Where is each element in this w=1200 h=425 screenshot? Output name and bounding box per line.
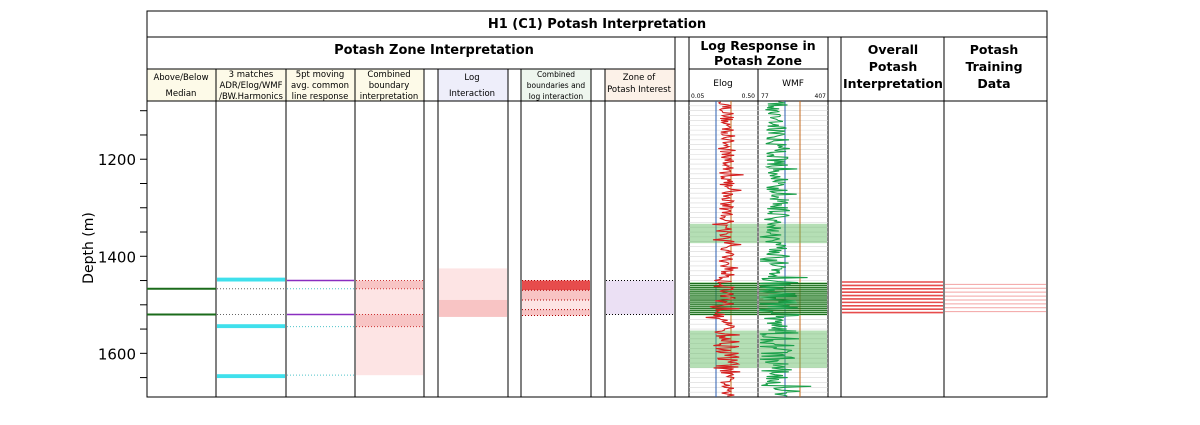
track-header-bg-1 — [216, 69, 286, 101]
y-tick-label-1600: 1600 — [98, 345, 136, 363]
log-track-min-elog: 0.05 — [691, 93, 705, 100]
track-header-combined-boundary: Combined boundary interpretation — [360, 70, 419, 102]
svg-text:interpretation: interpretation — [360, 92, 419, 102]
zone-of-interest — [606, 280, 674, 315]
three-match-band-0 — [217, 277, 285, 282]
track-header-bg-3 — [355, 69, 424, 101]
svg-text:/BW.Harmonics: /BW.Harmonics — [219, 92, 283, 102]
wmf-curve — [759, 101, 812, 397]
svg-text:Log: Log — [464, 73, 479, 83]
track-header-bg-6 — [605, 69, 675, 101]
group-header-potash-zone-interpretation: Potash Zone Interpretation — [334, 43, 534, 58]
panel-title: H1 (C1) Potash Interpretation — [488, 17, 706, 32]
y-tick-label-1200: 1200 — [98, 151, 136, 169]
elog-curve — [705, 101, 744, 397]
log-track-label-wmf: WMF — [782, 79, 804, 89]
y-axis-label: Depth (m) — [81, 212, 97, 284]
track-header-bg-5 — [521, 69, 591, 101]
track-header-above-below-median: Above/Below Median — [153, 73, 208, 99]
svg-text:Combined: Combined — [367, 70, 410, 80]
group-header-training-line3: Data — [977, 76, 1010, 91]
log-track-max-elog: 0.50 — [742, 93, 756, 100]
log-track-max-wmf: 407 — [815, 93, 827, 100]
svg-text:line response: line response — [292, 92, 349, 102]
svg-text:Interaction: Interaction — [449, 89, 495, 99]
outer-frame — [146, 10, 1048, 398]
group-header-overall-line1: Overall — [868, 42, 918, 57]
group-header-log-response-line2: Potash Zone — [714, 53, 802, 68]
log-green-zone-0-0 — [690, 223, 757, 244]
svg-text:Median: Median — [166, 89, 197, 99]
svg-text:5pt moving: 5pt moving — [296, 70, 345, 80]
data-marks — [147, 101, 1046, 397]
three-match-band-1 — [217, 324, 285, 329]
track-header-three-matches: 3 matches ADR/Elog/WMF /BW.Harmonics — [219, 70, 283, 102]
combined-boundary-zone-0 — [356, 280, 423, 289]
three-match-band-2 — [217, 374, 285, 379]
y-axis: 1200 1400 1600 — [98, 110, 147, 379]
svg-text:Above/Below: Above/Below — [153, 73, 208, 83]
svg-text:log interaction: log interaction — [529, 92, 584, 101]
svg-text:ADR/Elog/WMF: ADR/Elog/WMF — [220, 81, 283, 91]
svg-text:Zone of: Zone of — [623, 73, 657, 83]
track-header-zone-of-interest: Zone of Potash Interest — [607, 73, 672, 95]
log-track-min-wmf: 77 — [761, 93, 769, 100]
track-header-combined-log: Combined boundaries and log interaction — [527, 70, 586, 101]
combined-log-zone-3 — [522, 309, 590, 316]
log-interaction-zone-0 — [439, 268, 507, 300]
svg-text:boundary: boundary — [369, 81, 410, 91]
group-header-overall-line2: Potash — [869, 59, 918, 74]
track-header-bg-4 — [438, 69, 508, 101]
log-interaction-zone-1 — [439, 299, 507, 317]
track-header-log-interaction: Log Interaction — [449, 73, 495, 99]
svg-text:boundaries and: boundaries and — [527, 81, 586, 90]
combined-log-zone-1 — [522, 290, 590, 300]
svg-text:Combined: Combined — [537, 70, 575, 79]
combined-log-zone-2 — [522, 299, 590, 310]
y-tick-label-1400: 1400 — [98, 248, 136, 266]
track-header-moving-avg: 5pt moving avg. common line response — [291, 70, 349, 102]
svg-text:Potash Interest: Potash Interest — [607, 85, 672, 95]
svg-text:3 matches: 3 matches — [229, 70, 274, 80]
combined-boundary-zone-2 — [356, 314, 423, 327]
group-header-training-line2: Training — [965, 59, 1022, 74]
panel-frames — [146, 10, 1048, 398]
combined-boundary-zone-1 — [356, 288, 423, 315]
svg-text:avg. common: avg. common — [291, 81, 349, 91]
combined-boundary-zone-3 — [356, 326, 423, 376]
combined-log-zone-0 — [522, 280, 590, 291]
track-header-bg-0 — [147, 69, 216, 101]
group-header-overall-line3: Interpretation — [843, 76, 943, 91]
group-header-training-line1: Potash — [970, 42, 1019, 57]
log-track-label-elog: Elog — [713, 79, 732, 89]
track-header-bg-2 — [286, 69, 355, 101]
group-header-log-response-line1: Log Response in — [700, 38, 815, 53]
